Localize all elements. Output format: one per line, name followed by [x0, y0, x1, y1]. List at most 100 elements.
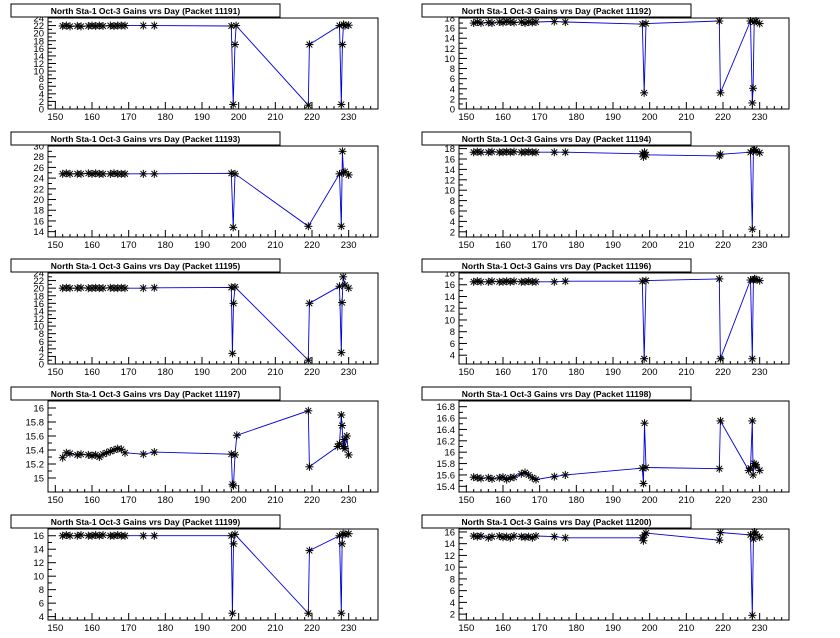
plot-frame: [458, 17, 790, 110]
data-point: [510, 18, 518, 27]
title-box: [421, 386, 692, 401]
x-tick-label: 150: [458, 240, 474, 251]
data-point: [337, 348, 346, 357]
data-point: [477, 277, 485, 286]
x-tick-label: 230: [341, 623, 357, 634]
chart-title: North Sta-1 Oct-3 Gains vrs Day (Packet …: [462, 389, 652, 399]
data-point: [99, 21, 107, 30]
data-point: [477, 148, 485, 157]
data-point: [335, 282, 344, 291]
y-tick-label: 8: [39, 74, 44, 85]
data-point: [561, 277, 570, 286]
x-tick-label: 160: [495, 112, 511, 123]
data-point: [716, 354, 725, 363]
data-point: [755, 533, 764, 542]
data-point: [77, 169, 85, 178]
y-tick-label: 15.6: [437, 470, 456, 481]
y-tick-label: 18: [444, 269, 455, 280]
data-point: [716, 528, 725, 537]
x-tick-label: 220: [304, 623, 320, 634]
x-tick-label: 160: [495, 495, 511, 506]
x-tick-label: 220: [715, 367, 731, 378]
x-axis: 150 160 170 180 190 200 210 220 230: [458, 485, 790, 506]
x-tick-label: 200: [231, 112, 247, 123]
x-tick-label: 180: [157, 112, 173, 123]
x-tick-label: 150: [458, 367, 474, 378]
data-point: [77, 531, 85, 540]
data-point: [150, 21, 159, 30]
data-point: [484, 533, 493, 542]
y-tick-label: 6: [39, 599, 44, 610]
data-point: [228, 609, 237, 618]
x-tick-label: 210: [678, 623, 694, 634]
data-point: [77, 22, 85, 31]
data-point: [228, 349, 237, 358]
data-point: [121, 284, 129, 293]
y-tick-label: 16: [444, 155, 455, 166]
data-point: [488, 277, 496, 286]
y-tick-label: 6: [450, 74, 455, 85]
data-point: [510, 532, 518, 541]
data-point: [488, 147, 496, 156]
x-tick-label: 190: [194, 240, 210, 251]
data-point: [517, 469, 526, 478]
x-tick-label: 190: [605, 495, 621, 506]
data-point: [716, 150, 725, 159]
y-tick-label: 0: [39, 105, 44, 116]
x-tick-label: 150: [47, 112, 63, 123]
plot-frame: [47, 145, 379, 238]
data-point: [550, 472, 559, 481]
x-axis: 150 160 170 180 190 200 210 220 230: [458, 102, 790, 123]
x-tick-label: 150: [47, 367, 63, 378]
x-tick-label: 210: [267, 112, 283, 123]
data-point: [510, 473, 518, 482]
data-point: [139, 284, 148, 293]
x-tick-label: 220: [715, 240, 731, 251]
x-tick-label: 200: [642, 367, 658, 378]
data-point: [99, 169, 107, 178]
data-point: [642, 150, 650, 159]
data-point: [532, 532, 540, 541]
x-tick-label: 210: [267, 367, 283, 378]
x-axis: 150 160 170 180 190 200 210 220 230: [47, 230, 379, 251]
data-point: [755, 148, 764, 157]
x-tick-label: 190: [194, 623, 210, 634]
y-tick-label: 18: [33, 206, 44, 217]
y-tick-label: 14: [33, 227, 44, 238]
data-point: [342, 432, 351, 440]
x-tick-label: 190: [194, 367, 210, 378]
y-tick-label: 6: [450, 207, 455, 218]
x-tick-label: 210: [678, 367, 694, 378]
chart-panel-7: 15 15.2 15.4 15.6 15.8 16 150 160 170 180 190 200 21…: [10, 386, 379, 506]
x-tick-label: 170: [532, 112, 548, 123]
y-tick-label: 12: [444, 304, 455, 315]
y-tick-label: 30: [33, 142, 44, 153]
x-tick-label: 170: [121, 240, 137, 251]
y-tick-label: 0: [450, 105, 455, 116]
y-tick-label: 8: [450, 327, 455, 338]
x-tick-label: 200: [231, 495, 247, 506]
chart-title: North Sta-1 Oct-3 Gains vrs Day (Packet …: [51, 134, 241, 144]
y-tick-label: 4: [39, 612, 44, 623]
y-tick-label: 2: [450, 610, 455, 621]
data-point: [532, 475, 540, 484]
data-point: [150, 448, 159, 457]
data-point: [229, 223, 238, 232]
data-point: [561, 148, 570, 157]
data-point: [139, 450, 148, 459]
data-point: [550, 277, 559, 286]
chart-title: North Sta-1 Oct-3 Gains vrs Day (Packet …: [462, 261, 652, 271]
x-axis: 150 160 170 180 190 200 210 220 230: [458, 613, 790, 634]
data-point: [642, 463, 650, 472]
data-point: [231, 169, 239, 178]
x-tick-label: 170: [532, 495, 548, 506]
x-tick-label: 190: [605, 623, 621, 634]
chart-title: North Sta-1 Oct-3 Gains vrs Day (Packet …: [51, 261, 241, 271]
data-point: [524, 532, 533, 541]
y-tick-label: 12: [33, 314, 44, 325]
data-point: [344, 284, 353, 293]
data-point: [716, 416, 725, 425]
